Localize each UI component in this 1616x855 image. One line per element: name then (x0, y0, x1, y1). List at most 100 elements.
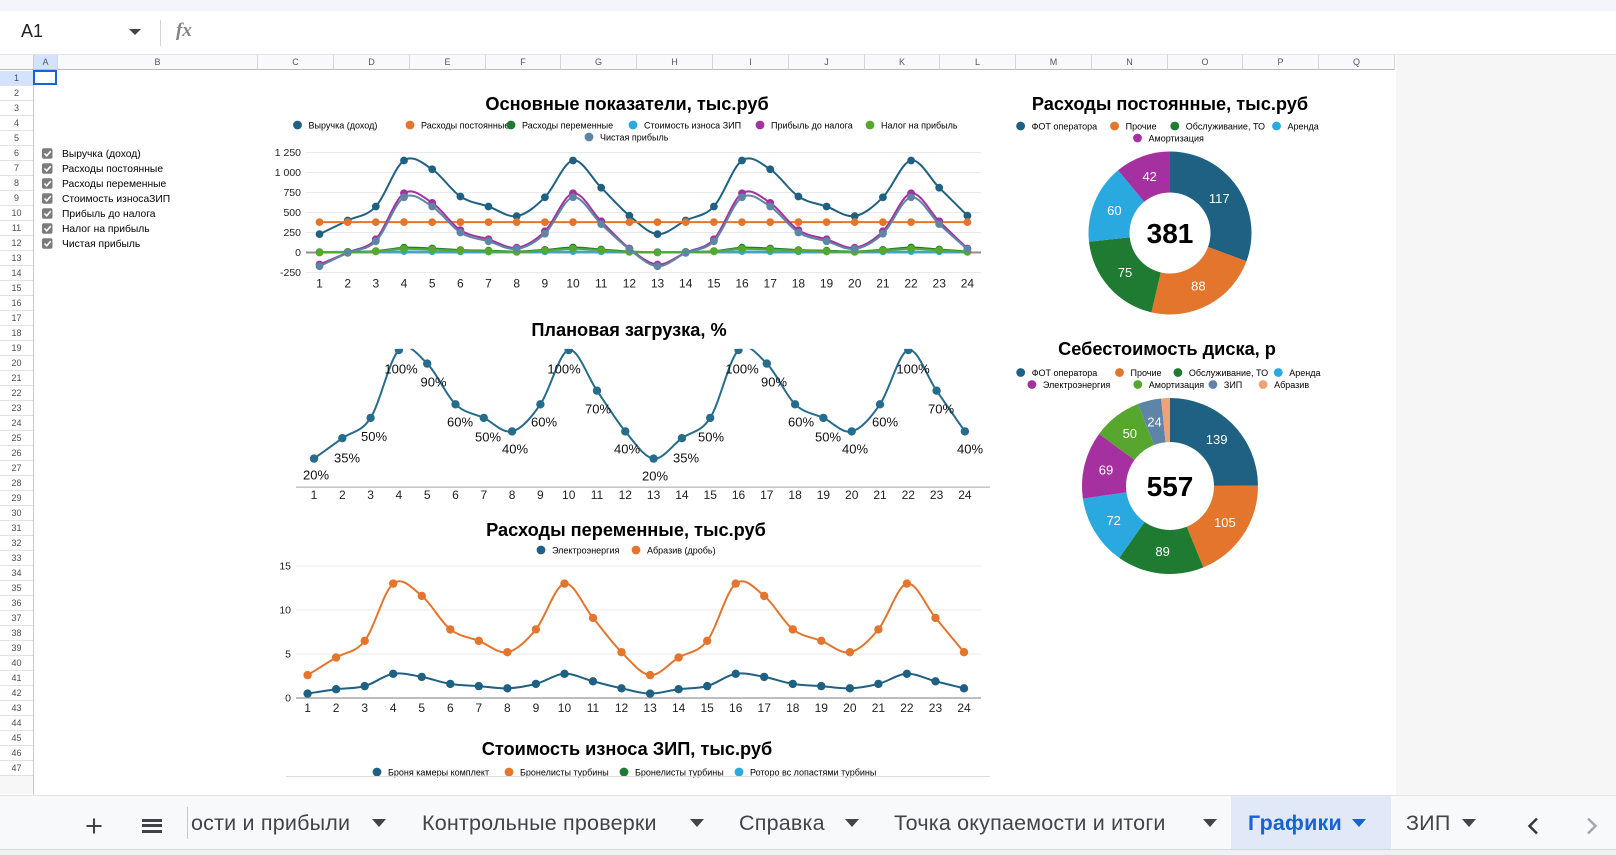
svg-text:50%: 50% (698, 430, 724, 445)
svg-text:50%: 50% (361, 429, 387, 444)
svg-text:Амортизация: Амортизация (1149, 380, 1204, 390)
svg-text:10: 10 (566, 277, 580, 291)
svg-text:7: 7 (485, 277, 492, 291)
svg-text:35%: 35% (673, 451, 699, 466)
svg-text:100%: 100% (725, 362, 759, 377)
svg-text:6: 6 (447, 701, 454, 715)
svg-text:Плановая загрузка, %: Плановая загрузка, % (531, 320, 726, 340)
svg-text:Обслуживание, ТО: Обслуживание, ТО (1186, 122, 1265, 132)
svg-text:4: 4 (401, 277, 408, 291)
svg-text:8: 8 (509, 488, 516, 502)
svg-text:21: 21 (876, 277, 890, 291)
svg-text:17: 17 (760, 488, 774, 502)
svg-text:17: 17 (764, 277, 778, 291)
svg-text:15: 15 (704, 488, 718, 502)
svg-text:11: 11 (591, 488, 604, 502)
svg-text:10: 10 (279, 605, 291, 617)
svg-text:9: 9 (537, 488, 544, 502)
svg-text:11: 11 (595, 277, 608, 291)
svg-text:117: 117 (1209, 191, 1230, 206)
svg-text:Абразив (дробь): Абразив (дробь) (647, 546, 716, 556)
svg-text:ФОТ оператора: ФОТ оператора (1032, 122, 1098, 132)
svg-text:Расходы постоянные: Расходы постоянные (421, 121, 509, 131)
svg-text:13: 13 (643, 701, 657, 715)
svg-text:100%: 100% (547, 362, 581, 377)
svg-text:0: 0 (285, 693, 291, 705)
svg-text:Чистая прибыль: Чистая прибыль (600, 133, 669, 143)
svg-text:18: 18 (792, 277, 806, 291)
svg-text:1 000: 1 000 (275, 167, 301, 179)
svg-text:10: 10 (558, 701, 572, 715)
svg-text:20: 20 (843, 701, 857, 715)
svg-text:Налог на прибыль: Налог на прибыль (881, 121, 958, 131)
svg-text:20%: 20% (303, 468, 329, 483)
svg-text:20: 20 (845, 488, 859, 502)
svg-text:60%: 60% (531, 415, 557, 430)
svg-text:8: 8 (504, 701, 511, 715)
svg-text:Стоимость износа ЗИП: Стоимость износа ЗИП (644, 121, 741, 131)
svg-text:Выручка (доход): Выручка (доход) (62, 149, 141, 160)
svg-text:12: 12 (615, 701, 629, 715)
svg-text:Чистая прибыль: Чистая прибыль (62, 238, 140, 250)
svg-text:250: 250 (283, 227, 301, 239)
svg-text:2: 2 (333, 701, 340, 715)
svg-text:105: 105 (1214, 515, 1236, 530)
svg-text:72: 72 (1106, 513, 1120, 528)
svg-text:Электроэнергия: Электроэнергия (1043, 380, 1110, 390)
svg-text:Аренда: Аренда (1288, 122, 1319, 132)
svg-text:3: 3 (367, 488, 374, 502)
svg-text:22: 22 (902, 488, 916, 502)
svg-text:16: 16 (732, 488, 746, 502)
svg-text:5: 5 (429, 277, 436, 291)
svg-text:75: 75 (1118, 265, 1132, 280)
svg-text:13: 13 (651, 277, 665, 291)
svg-text:50: 50 (1123, 426, 1137, 441)
svg-text:23: 23 (933, 277, 947, 291)
svg-text:23: 23 (930, 488, 944, 502)
svg-text:Себестоимость диска, р: Себестоимость диска, р (1058, 339, 1276, 359)
svg-text:Электроэнергия: Электроэнергия (552, 546, 619, 556)
svg-text:88: 88 (1191, 278, 1205, 293)
svg-text:60%: 60% (872, 415, 898, 430)
svg-text:Расходы постоянные: Расходы постоянные (62, 164, 163, 175)
svg-text:16: 16 (729, 701, 743, 715)
svg-text:5: 5 (424, 488, 431, 502)
svg-text:Основные показатели, тыс.руб: Основные показатели, тыс.руб (485, 94, 768, 114)
svg-text:14: 14 (679, 277, 693, 291)
svg-text:7: 7 (475, 701, 482, 715)
svg-text:50%: 50% (815, 430, 841, 445)
svg-text:Прибыль до налога: Прибыль до налога (771, 121, 853, 131)
svg-text:14: 14 (672, 701, 686, 715)
svg-text:19: 19 (817, 488, 831, 502)
svg-text:Расходы переменные: Расходы переменные (62, 179, 167, 190)
svg-text:5: 5 (285, 649, 291, 661)
svg-text:42: 42 (1142, 169, 1156, 184)
svg-text:Стоимость износа ЗИП, тыс.руб: Стоимость износа ЗИП, тыс.руб (482, 739, 772, 759)
svg-text:Стоимость износаЗИП: Стоимость износаЗИП (62, 194, 170, 205)
svg-text:Амортизация: Амортизация (1149, 134, 1204, 144)
svg-text:3: 3 (361, 701, 368, 715)
svg-text:Прочие: Прочие (1131, 368, 1162, 378)
svg-text:18: 18 (786, 701, 800, 715)
svg-text:17: 17 (758, 701, 772, 715)
svg-text:70%: 70% (928, 402, 954, 417)
svg-text:Броня камеры комплект: Броня камеры комплект (388, 768, 489, 778)
svg-text:Прибыль до налога: Прибыль до налога (62, 208, 156, 220)
svg-text:Абразив: Абразив (1274, 380, 1309, 390)
svg-text:2: 2 (339, 488, 346, 502)
svg-text:Налог на прибыль: Налог на прибыль (62, 223, 150, 235)
svg-text:2: 2 (344, 277, 351, 291)
svg-text:14: 14 (675, 488, 689, 502)
svg-text:40%: 40% (502, 442, 528, 457)
svg-text:22: 22 (900, 701, 914, 715)
svg-text:22: 22 (904, 277, 918, 291)
svg-text:6: 6 (457, 277, 464, 291)
svg-text:8: 8 (513, 277, 520, 291)
svg-text:60%: 60% (788, 415, 814, 430)
svg-text:5: 5 (418, 701, 425, 715)
svg-text:40%: 40% (957, 442, 983, 457)
svg-text:381: 381 (1147, 218, 1194, 249)
svg-text:16: 16 (735, 277, 749, 291)
svg-text:-250: -250 (280, 267, 301, 279)
svg-text:100%: 100% (384, 362, 418, 377)
